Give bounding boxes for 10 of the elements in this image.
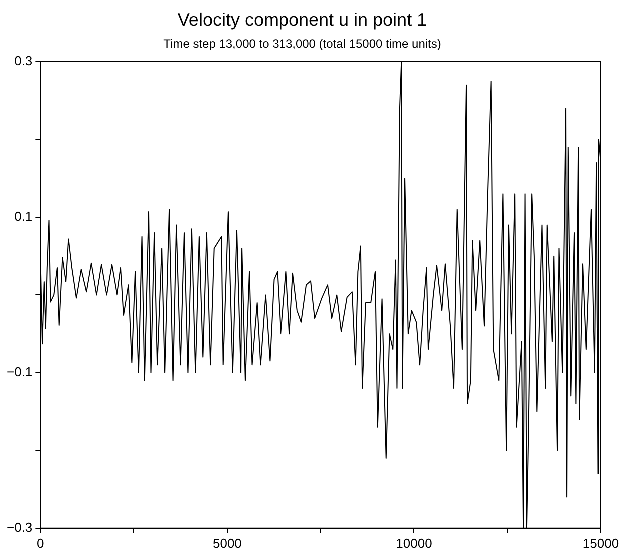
x-tick-label: 5000 (212, 536, 242, 551)
y-tick-label: 0.3 (14, 54, 33, 69)
y-tick-label: −0.3 (6, 520, 33, 535)
x-tick-label: 0 (37, 536, 44, 551)
y-tick-label: 0.1 (14, 209, 33, 224)
chart-subtitle: Time step 13,000 to 313,000 (total 15000 time units) (164, 37, 442, 52)
chart-title: Velocity component u in point 1 (178, 10, 428, 30)
x-tick-label: 15000 (582, 536, 620, 551)
x-tick-label: 10000 (396, 536, 432, 551)
y-tick-label: −0.1 (6, 364, 33, 380)
